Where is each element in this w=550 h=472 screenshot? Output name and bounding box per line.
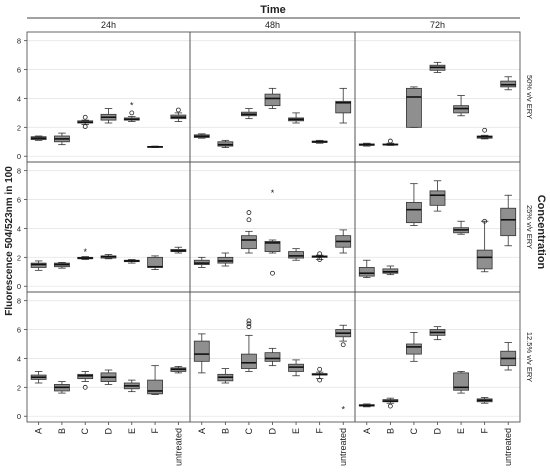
x-tick-label: C (244, 428, 254, 435)
box (406, 87, 422, 128)
panel-frame (26, 31, 191, 163)
outlier-point (340, 342, 346, 348)
extreme-point: * (130, 100, 134, 110)
x-tick-label: E (127, 428, 137, 434)
extreme-point: * (341, 405, 345, 415)
y-tick-label: 6 (17, 66, 21, 75)
y-tick-label: 0 (17, 412, 21, 421)
box (288, 251, 304, 259)
y-tick-label: 8 (17, 167, 21, 176)
x-tick-label: B (220, 428, 230, 434)
extreme-point: * (83, 247, 87, 257)
y-tick-label: 2 (17, 123, 21, 132)
box (335, 100, 352, 114)
box (264, 93, 281, 107)
outlier-point (270, 270, 275, 276)
extreme-point: * (271, 188, 275, 198)
box (147, 379, 163, 395)
box (453, 372, 469, 391)
outlier-point (246, 318, 252, 324)
y-tick-label: 8 (17, 297, 21, 306)
y-tick-label: 6 (17, 326, 21, 335)
y-tick-label: 4 (17, 354, 21, 363)
x-tick-label: E (456, 428, 466, 434)
y-tick-label: 6 (17, 196, 21, 205)
column-header: 48h (265, 20, 280, 30)
y-tick-label: 0 (17, 152, 21, 161)
x-tick-label: untreated (173, 428, 183, 466)
y-axis-label: Fluorescence 504/523nm in 100 (4, 166, 15, 316)
plot-area: 24h 48h 72h 0 2 4 6 8 50% v/v ERY 0 2 4 6 8 25% v/v ER… (17, 17, 534, 466)
box (264, 241, 281, 252)
panel-frame (354, 291, 521, 423)
outlier-point (246, 217, 252, 223)
x-tick-label: E (291, 428, 301, 434)
y-tick-label: 4 (17, 94, 21, 103)
x-tick-label: A (34, 428, 44, 434)
box (241, 353, 257, 369)
outlier-point (246, 321, 252, 327)
y-tick-label: 0 (17, 282, 21, 291)
panel-frame (26, 161, 191, 293)
y-tick-label: 8 (17, 37, 21, 46)
outlier-point (129, 110, 135, 116)
outlier-point (482, 218, 488, 224)
x-tick-label: D (104, 428, 114, 435)
box (358, 267, 375, 277)
x-tick-label: untreated (503, 428, 513, 466)
box (264, 352, 281, 362)
box (406, 202, 422, 224)
x-tick-label: B (57, 428, 67, 434)
outlier-point (82, 114, 88, 120)
outlier-point (317, 377, 323, 383)
box (476, 249, 493, 270)
outlier-point (482, 127, 488, 133)
row-label: 25% v/v ERY (525, 205, 534, 249)
column-header: 72h (430, 20, 445, 30)
right-axis-label: Concentration (535, 195, 547, 270)
outlier-point (317, 251, 323, 257)
chart-title: Time (260, 4, 285, 16)
outlier-point (82, 384, 88, 390)
outlier-point (317, 257, 323, 262)
x-tick-label: B (385, 428, 395, 434)
x-tick-label: F (315, 428, 325, 434)
column-header: 24h (101, 20, 116, 30)
panel-frame (26, 291, 191, 423)
outlier-point (387, 403, 393, 409)
x-tick-label: untreated (338, 428, 348, 466)
y-tick-label: 2 (17, 253, 21, 262)
y-tick-label: 4 (17, 224, 21, 233)
row-label: 50% v/v ERY (525, 75, 534, 119)
outlier-point (82, 124, 88, 130)
panel-frame (354, 31, 521, 163)
y-tick-label: 2 (17, 383, 21, 392)
panel-frame (189, 161, 356, 293)
x-tick-label: D (433, 428, 443, 435)
box (241, 235, 257, 250)
x-tick-label: C (409, 428, 419, 435)
row-label: 12.5% v/v ERY (525, 332, 534, 382)
outlier-point (317, 366, 323, 372)
box (500, 207, 517, 237)
box (429, 190, 446, 206)
x-tick-label: F (480, 428, 490, 434)
box (193, 340, 210, 362)
x-tick-label: A (197, 428, 207, 434)
outlier-point (246, 324, 252, 330)
box (406, 343, 422, 355)
outlier-point (387, 138, 393, 144)
x-tick-label: C (80, 428, 90, 435)
x-tick-label: A (362, 428, 372, 434)
outlier-point (175, 107, 181, 113)
x-tick-label: D (268, 428, 278, 435)
x-tick-label: F (150, 428, 160, 434)
outlier-point (246, 210, 252, 215)
